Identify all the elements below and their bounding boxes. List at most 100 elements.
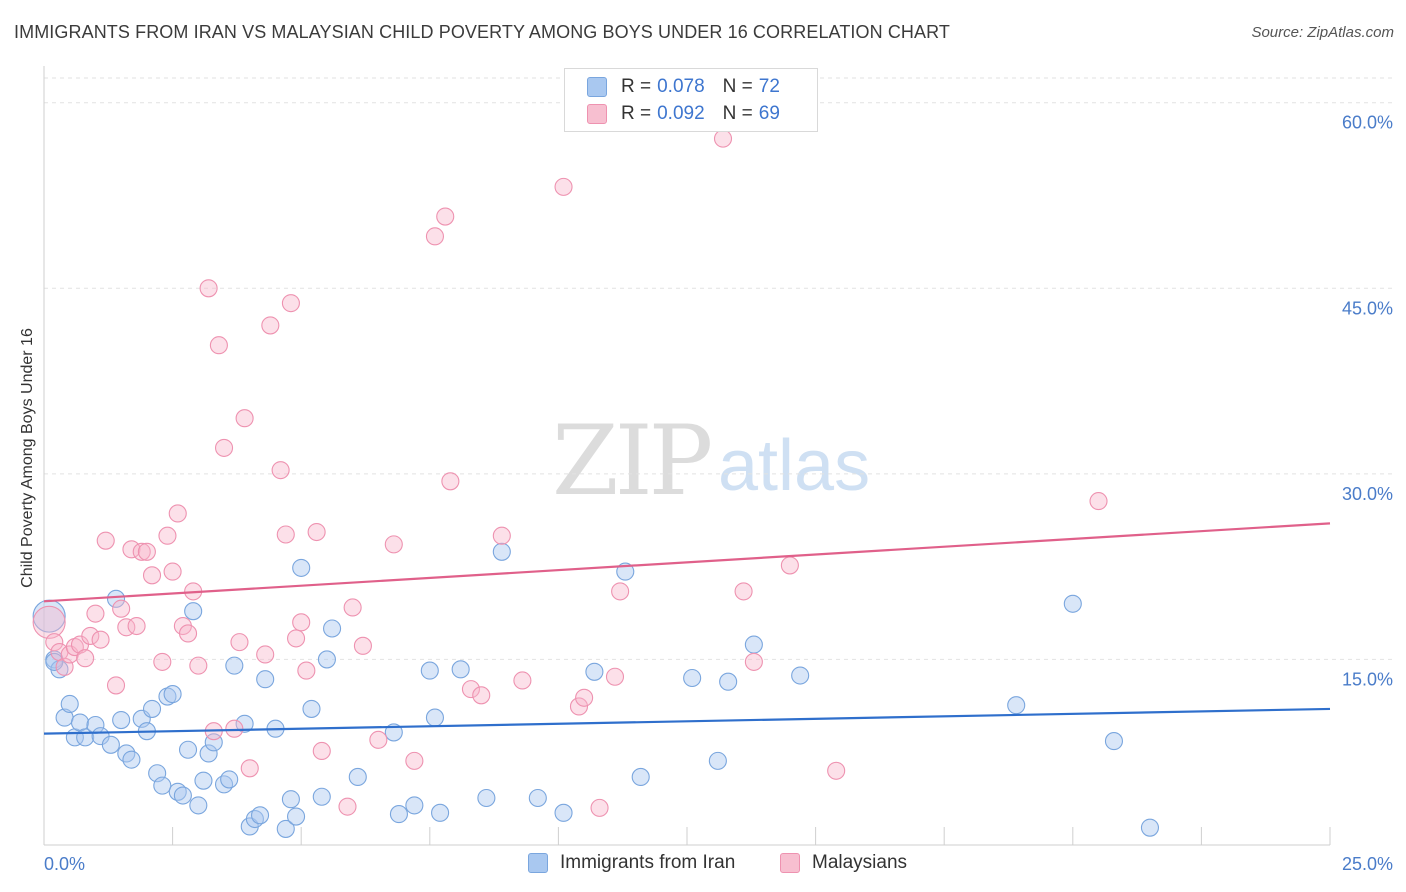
- data-point-malaysians: [91, 630, 110, 649]
- data-point-malaysians: [112, 599, 131, 618]
- data-point-iran: [1063, 594, 1082, 613]
- legend-n-value-iran: 72: [758, 76, 780, 97]
- source-credit: Source: ZipAtlas.com: [1251, 24, 1394, 41]
- data-point-malaysians: [158, 526, 177, 545]
- data-point-malaysians: [178, 624, 198, 643]
- data-point-malaysians: [384, 535, 403, 554]
- data-point-malaysians: [214, 438, 234, 457]
- data-point-iran: [184, 602, 203, 621]
- data-point-malaysians: [189, 656, 208, 675]
- data-point-malaysians: [271, 461, 290, 480]
- data-point-malaysians: [713, 129, 733, 148]
- bottom-legend-label-malaysians: Malaysians: [812, 852, 908, 873]
- data-point-iran: [384, 723, 403, 742]
- data-point-iran: [220, 770, 239, 789]
- data-point-malaysians: [132, 542, 151, 561]
- data-point-malaysians: [569, 697, 589, 716]
- data-point-iran: [287, 807, 306, 826]
- data-point-iran: [554, 803, 573, 822]
- data-point-iran: [163, 685, 182, 704]
- data-point-iran: [158, 687, 177, 706]
- data-point-iran: [235, 714, 254, 733]
- data-point-malaysians: [353, 636, 372, 655]
- data-point-iran: [1140, 818, 1160, 837]
- data-point-iran: [323, 619, 342, 638]
- data-point-malaysians: [81, 626, 100, 645]
- bottom-legend-malaysians: Malaysians: [780, 852, 907, 874]
- data-point-iran: [302, 699, 321, 718]
- data-point-malaysians: [256, 645, 275, 664]
- data-point-malaysians: [225, 719, 244, 738]
- legend-row-iran: R = 0.078 N = 72: [587, 75, 780, 99]
- data-point-iran: [153, 776, 172, 795]
- data-point-malaysians: [65, 638, 84, 657]
- data-point-malaysians: [590, 798, 609, 817]
- data-point-iran: [312, 787, 331, 806]
- data-point-iran: [225, 656, 244, 675]
- bottom-legend-iran: Immigrants from Iran: [528, 852, 735, 874]
- trend-line-iran: [43, 707, 1331, 735]
- data-point-iran: [477, 788, 496, 808]
- data-point-iran: [631, 767, 650, 787]
- y-tick-label: 30.0%: [1342, 484, 1393, 504]
- data-point-iran: [1104, 732, 1124, 751]
- data-point-malaysians: [611, 582, 630, 601]
- data-point-malaysians: [436, 207, 455, 226]
- y-tick-label: 45.0%: [1342, 298, 1393, 318]
- data-point-iran: [189, 796, 208, 815]
- data-point-iran: [348, 767, 367, 787]
- data-point-malaysians: [472, 686, 491, 705]
- data-point-malaysians: [312, 741, 331, 761]
- data-point-iran: [276, 819, 295, 838]
- legend-r-value-malaysians: 0.092: [657, 103, 705, 124]
- data-point-iran: [1007, 696, 1026, 715]
- data-point-iran: [292, 558, 311, 577]
- data-point-malaysians: [287, 629, 306, 648]
- data-point-iran: [389, 805, 408, 824]
- data-point-malaysians: [168, 504, 187, 523]
- data-point-malaysians: [86, 604, 105, 623]
- data-point-iran: [45, 652, 64, 671]
- data-point-iran: [214, 775, 234, 794]
- y-tick-label: 60.0%: [1342, 113, 1393, 133]
- data-point-iran: [281, 790, 300, 809]
- data-point-malaysians: [127, 616, 146, 636]
- data-point-iran: [719, 672, 738, 691]
- data-point-iran: [194, 771, 213, 790]
- data-point-malaysians: [827, 761, 846, 780]
- data-point-malaysians: [261, 316, 280, 335]
- data-point-malaysians: [235, 409, 254, 428]
- data-point-malaysians: [492, 526, 511, 545]
- data-point-iran: [528, 788, 547, 808]
- data-point-malaysians: [1089, 492, 1108, 511]
- bottom-legend-swatch-iran: [528, 853, 548, 873]
- data-point-iran: [199, 744, 218, 763]
- data-point-iran: [60, 694, 79, 714]
- data-point-malaysians: [281, 294, 300, 313]
- data-point-iran: [173, 786, 192, 805]
- data-point-malaysians: [276, 525, 295, 544]
- data-point-iran: [420, 661, 439, 680]
- bottom-legend-label-iran: Immigrants from Iran: [560, 852, 736, 873]
- data-point-iran: [708, 751, 727, 770]
- data-point-iran: [425, 708, 444, 727]
- watermark-zip: ZIP: [552, 405, 713, 517]
- data-point-malaysians: [441, 472, 460, 491]
- legend-swatch-malaysians: [587, 104, 607, 124]
- data-point-iran: [492, 542, 511, 561]
- data-point-iran: [250, 806, 270, 825]
- data-point-malaysians: [163, 562, 182, 581]
- data-point-malaysians: [513, 671, 532, 690]
- data-point-iran: [585, 662, 604, 681]
- legend-swatch-iran: [587, 77, 607, 97]
- data-point-malaysians: [425, 227, 444, 246]
- legend-r-label: R =: [621, 76, 652, 97]
- data-point-malaysians: [292, 613, 311, 632]
- data-point-iran: [431, 803, 450, 822]
- data-point-malaysians: [240, 759, 259, 778]
- data-point-malaysians: [338, 797, 357, 816]
- data-point-iran: [106, 589, 126, 608]
- data-point-malaysians: [32, 605, 66, 639]
- data-point-malaysians: [45, 633, 64, 652]
- data-point-malaysians: [734, 582, 753, 601]
